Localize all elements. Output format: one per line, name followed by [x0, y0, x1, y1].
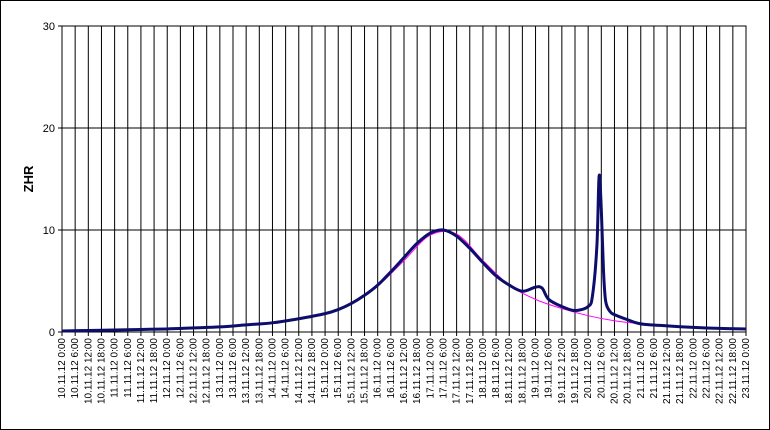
x-tick-label: 21.11.12 0:00	[636, 338, 647, 399]
x-tick-label: 10.11.12 6:00	[70, 338, 81, 399]
x-tick-label: 11.11.12 6:00	[123, 338, 134, 398]
series-line-observed	[61, 173, 747, 333]
x-tick-label: 20.11.12 18:00	[623, 338, 634, 404]
x-tick-label: 15.11.12 0:00	[320, 338, 331, 399]
x-tick-label: 21.11.12 6:00	[649, 338, 660, 399]
y-axis-label: ZHR	[21, 165, 36, 192]
x-tick-label: 14.11.12 12:00	[294, 338, 305, 404]
x-tick-label: 13.11.12 18:00	[254, 338, 265, 404]
x-tick-label: 13.11.12 0:00	[215, 338, 226, 399]
x-tick-label: 17.11.12 18:00	[465, 338, 476, 404]
x-tick-label: 20.11.12 6:00	[596, 338, 607, 399]
x-tick-label: 13.11.12 6:00	[228, 338, 239, 399]
x-tick-label: 21.11.12 12:00	[662, 338, 673, 404]
x-tick-label: 17.11.12 0:00	[425, 338, 436, 399]
y-tick-label: 10	[43, 225, 55, 237]
x-tick-label: 22.11.12 12:00	[715, 338, 726, 404]
x-tick-label: 12.11.12 6:00	[175, 338, 186, 399]
x-tick-label: 18.11.12 12:00	[504, 338, 515, 404]
x-axis-ticks: 10.11.12 0:00 10.11.12 6:00 10.11.12 12:00…	[57, 332, 752, 404]
x-tick-label: 10.11.12 12:00	[83, 338, 94, 404]
y-tick-label: 30	[43, 21, 55, 33]
x-tick-label: 11.11.12 0:00	[110, 338, 121, 398]
x-tick-label: 16.11.12 0:00	[373, 338, 384, 399]
x-tick-label: 16.11.12 12:00	[399, 338, 410, 404]
x-tick-label: 22.11.12 18:00	[728, 338, 739, 404]
x-tick-label: 14.11.12 6:00	[281, 338, 292, 399]
x-tick-label: 21.11.12 18:00	[675, 338, 686, 404]
x-tick-label: 13.11.12 12:00	[241, 338, 252, 404]
x-tick-label: 10.11.12 0:00	[57, 338, 68, 399]
x-tick-label: 16.11.12 6:00	[386, 338, 397, 399]
x-tick-label: 12.11.12 12:00	[189, 338, 200, 404]
grid-lines	[61, 25, 747, 333]
x-tick-label: 11.11.12 18:00	[149, 338, 160, 404]
x-tick-label: 17.11.12 6:00	[438, 338, 449, 399]
x-tick-label: 12.11.12 0:00	[162, 338, 173, 399]
x-tick-label: 11.11.12 12:00	[136, 338, 147, 404]
x-tick-label: 20.11.12 0:00	[583, 338, 594, 399]
x-tick-label: 19.11.12 6:00	[544, 338, 555, 399]
series-group	[61, 173, 747, 333]
x-tick-label: 10.11.12 18:00	[96, 338, 107, 404]
x-tick-label: 23.11.12 0:00	[741, 338, 752, 399]
x-tick-label: 18.11.12 18:00	[517, 338, 528, 404]
x-tick-label: 19.11.12 0:00	[531, 338, 542, 399]
x-tick-label: 14.11.12 0:00	[267, 338, 278, 399]
x-tick-label: 14.11.12 18:00	[307, 338, 318, 404]
x-tick-label: 19.11.12 12:00	[557, 338, 568, 404]
y-axis-ticks: 0 10 20 30	[43, 21, 62, 339]
x-tick-label: 15.11.12 12:00	[346, 338, 357, 404]
y-tick-label: 0	[49, 327, 55, 339]
x-tick-label: 22.11.12 6:00	[702, 338, 713, 399]
y-tick-label: 20	[43, 123, 55, 135]
x-tick-label: 12.11.12 18:00	[202, 338, 213, 404]
x-tick-label: 15.11.12 18:00	[360, 338, 371, 404]
x-tick-label: 19.11.12 18:00	[570, 338, 581, 404]
x-tick-label: 18.11.12 6:00	[491, 338, 502, 399]
x-tick-label: 15.11.12 6:00	[333, 338, 344, 399]
x-tick-label: 16.11.12 18:00	[412, 338, 423, 404]
x-tick-label: 17.11.12 12:00	[452, 338, 463, 404]
x-tick-label: 22.11.12 0:00	[688, 338, 699, 399]
x-tick-label: 20.11.12 12:00	[609, 338, 620, 404]
x-tick-label: 18.11.12 0:00	[478, 338, 489, 399]
